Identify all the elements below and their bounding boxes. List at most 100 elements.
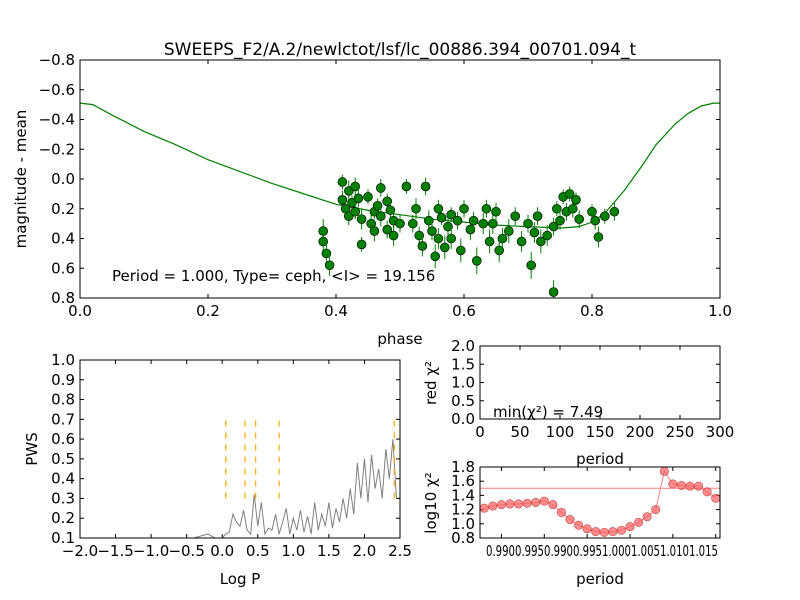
redchi2-ytick-label: 0.0 (451, 410, 475, 428)
log10chi2-point (616, 525, 626, 535)
lightcurve-point (532, 211, 543, 221)
periodogram-xtick-label: 1.5 (317, 542, 341, 560)
lightcurve-point (356, 239, 367, 250)
redchi2-xtick-label: 0 (475, 423, 485, 441)
lightcurve-point (481, 203, 492, 214)
lightcurve-point (587, 206, 597, 217)
lightcurve-point (363, 192, 373, 202)
lightcurve-point (599, 211, 610, 221)
lightcurve-point (548, 287, 559, 297)
lightcurve-ytick-label: 0.4 (51, 230, 75, 248)
lightcurve-point (443, 221, 453, 232)
log10chi2-point (514, 499, 524, 509)
periodogram-plot: −2.0 −1.5 −1.0 −0.5 0.0 0.5 1.0 1.5 2.0 2.5 0.1 0.2… (51, 351, 412, 560)
redchi2-plot: 0 50 100 150 200 250 300 0.00.51.01.52.0 (451, 337, 734, 441)
log10chi2-plot: 0.81.01.21.41.61.8 0.9900.9950.9900.9951.… (451, 458, 721, 560)
lightcurve-point (494, 245, 505, 256)
redchi2-ytick-label: 1.0 (451, 374, 475, 392)
log10chi2-panel: 0.81.01.21.41.61.8 0.9900.9950.9900.9951.… (422, 458, 721, 588)
lightcurve-point (375, 183, 386, 193)
lightcurve-point (382, 196, 393, 207)
lightcurve-point (503, 226, 514, 236)
lightcurve-point (529, 227, 540, 238)
log10chi2-ytick-label: 1.6 (451, 472, 475, 490)
log10chi2-point (539, 496, 549, 506)
lightcurve-point (510, 211, 521, 221)
redchi2-frame (479, 345, 721, 420)
lightcurve-title: SWEEPS_F2/A.2/newlctot/lsf/lc_00886.394_… (164, 40, 637, 60)
periodogram-xtick-label: 0.0 (210, 542, 234, 560)
periodogram-xtick-label: 1.0 (281, 542, 305, 560)
lightcurve-ytick-label: −0.2 (39, 140, 75, 158)
lightcurve-point (337, 177, 348, 187)
lightcurve-point (356, 214, 367, 224)
lightcurve-point (459, 203, 469, 214)
lightcurve-point (478, 218, 489, 229)
lightcurve-point (471, 256, 482, 266)
periodogram-xtick-label: 0.5 (246, 542, 270, 560)
lightcurve-xlabel: phase (377, 330, 422, 348)
lightcurve-ytick-label: −0.8 (39, 51, 75, 69)
periodogram-ytick-label: 0.8 (51, 391, 75, 409)
log10chi2-point (668, 479, 678, 489)
lightcurve-point (535, 236, 546, 247)
lightcurve-point (436, 212, 447, 223)
log10chi2-point (522, 498, 532, 508)
lightcurve-ylabel: magnitude - mean (12, 110, 30, 249)
lightcurve-point (571, 195, 581, 205)
lightcurve-point (337, 195, 348, 205)
periodogram-xtick-label: −2.0 (62, 542, 98, 560)
periodogram-ytick-label: 0.9 (51, 371, 75, 389)
redchi2-panel: 0 50 100 150 200 250 300 0.00.51.01.52.0 min(χ²… (422, 337, 734, 468)
lightcurve-ytick-label: 0.0 (51, 170, 75, 188)
lightcurve-ytick-label: −0.6 (39, 81, 75, 99)
periodogram-ylabel: PWS (23, 432, 41, 465)
log10chi2-point (591, 527, 601, 537)
lightcurve-point (350, 206, 361, 217)
periodogram-xtick-label: −1.5 (97, 542, 133, 560)
redchi2-xtick-label: 150 (586, 423, 615, 441)
redchi2-annotation: min(χ²) = 7.49 (493, 403, 603, 421)
lightcurve-point (321, 248, 332, 259)
lightcurve-point (455, 245, 466, 256)
periodogram-ytick-label: 0.6 (51, 430, 75, 448)
periodogram-ytick-label: 0.1 (51, 529, 75, 547)
periodogram-xtick-label: −1.0 (133, 542, 169, 560)
lightcurve-point (516, 236, 527, 247)
lightcurve-point (548, 221, 559, 232)
lightcurve-point (526, 260, 537, 271)
redchi2-ytick-label: 1.5 (451, 355, 475, 373)
lightcurve-point (433, 233, 444, 244)
redchi2-xtick-label: 50 (510, 423, 529, 441)
log10chi2-point (531, 497, 541, 507)
lightcurve-point (395, 218, 405, 229)
lightcurve-point (318, 236, 329, 247)
log10chi2-point (625, 522, 635, 532)
lightcurve-point (372, 200, 383, 211)
lightcurve-xtick-label: 0.4 (324, 302, 348, 320)
log10chi2-frame (479, 466, 721, 539)
periodogram-ytick-label: 0.4 (51, 470, 75, 488)
lightcurve-point (567, 203, 578, 214)
lightcurve-panel: SWEEPS_F2/A.2/newlctot/lsf/lc_00886.394_… (12, 40, 732, 348)
periodogram-xtick-label: −0.5 (168, 542, 204, 560)
lightcurve-ytick-label: 0.6 (51, 259, 75, 277)
lightcurve-point (523, 218, 533, 229)
lightcurve-point (468, 215, 479, 226)
lightcurve-point (423, 215, 434, 226)
periodogram-panel: −2.0 −1.5 −1.0 −0.5 0.0 0.5 1.0 1.5 2.0 2.5 0.1 0.2… (23, 351, 412, 588)
log10chi2-point (582, 524, 592, 534)
lightcurve-xtick-label: 0.8 (580, 302, 604, 320)
redchi2-xtick-label: 200 (626, 423, 655, 441)
log10chi2-ytick-label: 1.8 (451, 458, 475, 476)
lightcurve-point (427, 226, 437, 236)
lightcurve-point (414, 230, 425, 241)
lightcurve-point (542, 230, 553, 241)
lightcurve-point (593, 232, 604, 242)
log10chi2-point (599, 527, 609, 537)
redchi2-xlabel: period (576, 450, 624, 468)
lightcurve-point (375, 211, 386, 221)
periodogram-line (193, 439, 397, 539)
lightcurve-point (433, 203, 444, 214)
